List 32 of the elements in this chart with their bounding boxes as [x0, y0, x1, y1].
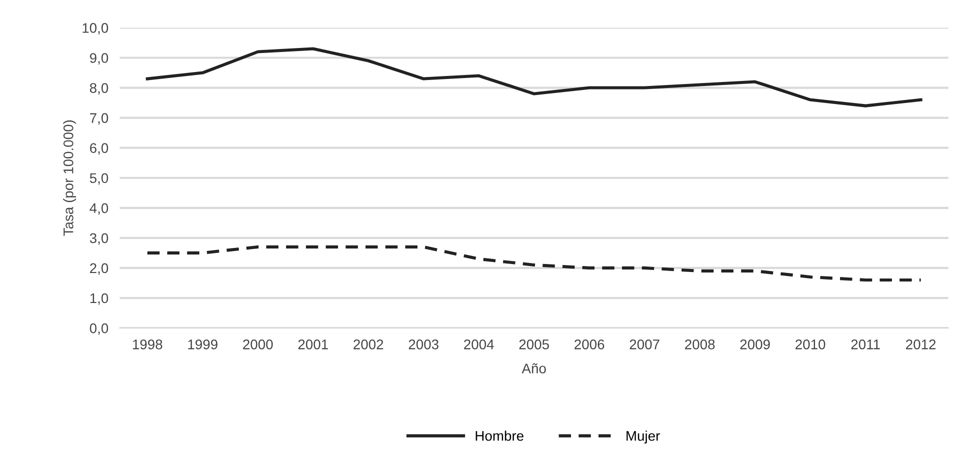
x-axis-title: Año	[522, 363, 546, 374]
y-axis-title: Tasa (por 100.000)	[63, 120, 76, 236]
y-tick-label: 9,0	[90, 53, 108, 65]
x-tick-label: 2007	[630, 340, 660, 350]
y-tick-label: 0,0	[90, 323, 108, 335]
x-tick-label: 2002	[354, 340, 384, 350]
legend-label: Mujer	[626, 430, 660, 444]
x-tick-label: 2011	[851, 340, 880, 350]
x-tick-label: 2006	[574, 340, 604, 350]
y-tick-label: 4,0	[90, 203, 108, 215]
y-tick-label: 3,0	[90, 233, 108, 245]
y-tick-label: 1,0	[90, 293, 108, 305]
y-tick-label: 7,0	[90, 113, 108, 125]
x-tick-label: 2005	[519, 340, 549, 350]
line-series	[146, 47, 922, 108]
x-tick-label: 2000	[243, 340, 273, 350]
x-tick-label: 1999	[188, 340, 218, 350]
x-tick-label: 2004	[464, 340, 494, 350]
x-tick-label: 2012	[906, 340, 936, 350]
x-tick-label: 2003	[408, 340, 438, 350]
x-tick-label: 1998	[132, 340, 162, 350]
x-tick-label: 2001	[298, 340, 328, 350]
y-tick-label: 5,0	[90, 173, 108, 185]
legend-label: Hombre	[476, 430, 524, 441]
y-tick-label: 10,0	[82, 23, 108, 35]
line-series	[146, 245, 922, 282]
x-tick-label: 2010	[796, 340, 826, 350]
y-tick-label: 2,0	[90, 263, 108, 275]
x-tick-label: 2009	[740, 340, 770, 350]
y-tick-label: 8,0	[90, 83, 108, 95]
y-tick-label: 6,0	[90, 143, 108, 155]
x-tick-label: 2008	[685, 340, 715, 350]
